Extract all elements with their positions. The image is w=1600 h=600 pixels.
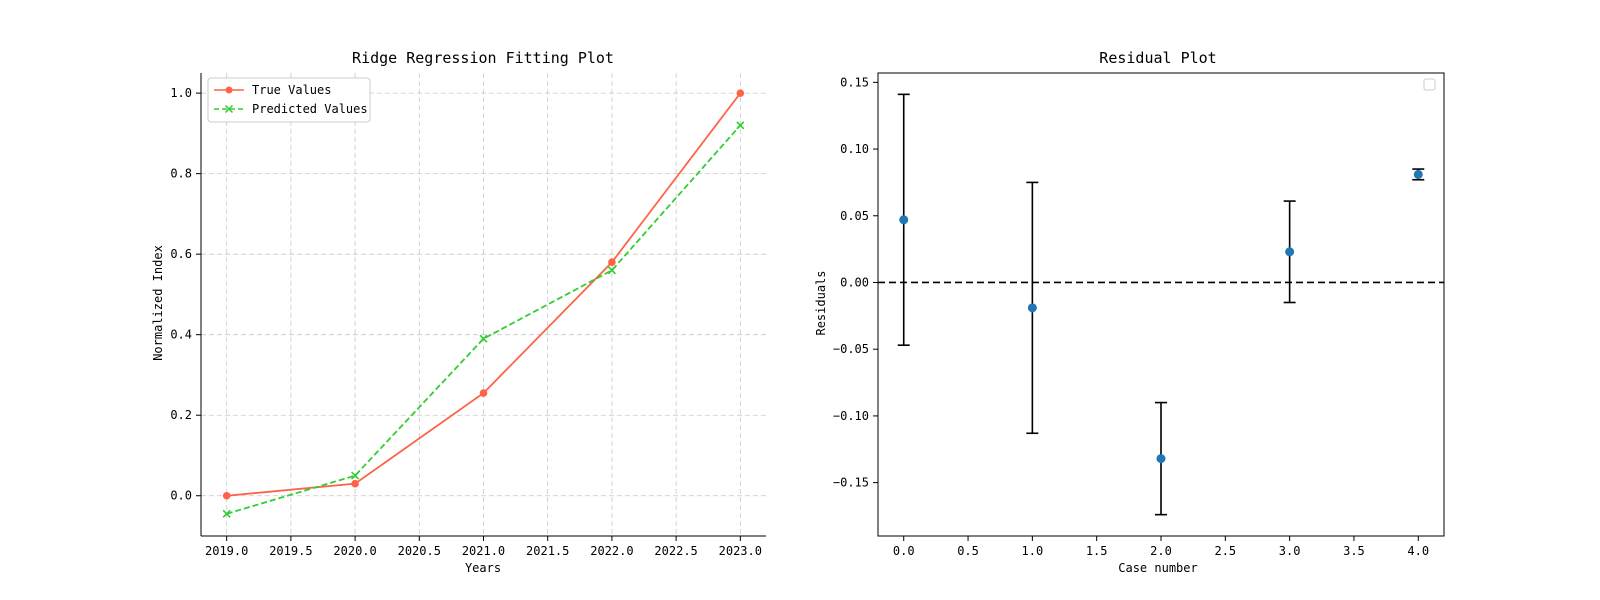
left-y-tick-label: 0.2 <box>170 408 192 422</box>
right-x-tick-label: 3.0 <box>1279 544 1301 558</box>
right-plot-frame <box>877 72 1445 537</box>
residual-chart: 0.0 0.5 1.0 1.5 2.0 2.5 3.0 3.5 4.0 0.15 0.10 0.05 0… <box>814 49 1445 575</box>
left-legend: True Values Predicted Values <box>207 77 371 123</box>
legend-marker-predicted-values <box>224 104 234 114</box>
residual-point <box>899 215 909 225</box>
right-y-tick-label: 0.00 <box>840 275 869 289</box>
data-point-predicted-values <box>479 334 488 343</box>
right-x-axis-label: Case number <box>1118 561 1197 575</box>
right-y-tick-label: −0.15 <box>833 476 869 490</box>
ridge-fit-chart: 2019.0 2019.5 2020.0 2020.5 2021.0 2021.5 2022… <box>151 49 766 575</box>
data-point-predicted-values <box>222 509 231 518</box>
left-x-tick-label: 2023.0 <box>719 544 762 558</box>
data-point-true-values <box>351 479 359 488</box>
left-y-tick-label: 0.8 <box>170 167 192 181</box>
residual-point <box>1285 247 1295 257</box>
left-x-tick-label: 2021.0 <box>462 544 505 558</box>
residual-point <box>1413 169 1423 179</box>
left-axes: 2019.0 2019.5 2020.0 2020.5 2021.0 2021.5 2022… <box>170 73 766 558</box>
left-x-tick-label: 2022.5 <box>654 544 697 558</box>
right-chart-title: Residual Plot <box>1099 49 1216 67</box>
left-x-axis-label: Years <box>465 561 501 575</box>
left-x-tick-label: 2021.5 <box>526 544 569 558</box>
legend-marker-true-values <box>225 86 233 94</box>
right-axes: 0.0 0.5 1.0 1.5 2.0 2.5 3.0 3.5 4.0 0.15 0.10 0.05 0… <box>833 72 1445 558</box>
series-line-predicted-values <box>226 124 741 515</box>
left-x-tick-label: 2019.0 <box>205 544 248 558</box>
right-y-axis-label: Residuals <box>814 270 828 335</box>
left-y-tick-label: 0.0 <box>170 489 192 503</box>
left-series-group <box>222 89 745 518</box>
left-y-tick-label: 0.4 <box>170 328 192 342</box>
left-x-tick-label: 2019.5 <box>269 544 312 558</box>
left-chart-title: Ridge Regression Fitting Plot <box>352 49 614 67</box>
right-x-tick-label: 4.0 <box>1407 544 1429 558</box>
right-x-tick-label: 1.0 <box>1022 544 1044 558</box>
right-x-tick-label: 2.0 <box>1150 544 1172 558</box>
data-point-true-values <box>736 89 745 97</box>
right-y-tick-label: −0.10 <box>833 409 869 423</box>
left-y-tick-label: 1.0 <box>170 86 192 100</box>
left-y-tick-label: 0.6 <box>170 247 192 261</box>
right-x-tick-label: 0.5 <box>957 544 979 558</box>
data-point-true-values <box>222 491 231 500</box>
right-points-group <box>899 169 1423 464</box>
right-x-tick-label: 1.5 <box>1086 544 1108 558</box>
left-x-tick-label: 2020.0 <box>333 544 376 558</box>
data-point-predicted-values <box>607 266 616 275</box>
data-point-predicted-values <box>351 471 360 480</box>
right-x-tick-label: 2.5 <box>1214 544 1236 558</box>
left-y-axis-label: Normalized Index <box>151 245 165 361</box>
data-point-predicted-values <box>736 121 745 130</box>
left-legend-box <box>207 77 371 123</box>
right-y-tick-label: 0.10 <box>840 142 869 156</box>
right-y-tick-label: −0.05 <box>833 342 869 356</box>
right-y-tick-label: 0.15 <box>840 75 869 89</box>
right-empty-legend-box <box>1423 78 1436 91</box>
data-point-true-values <box>608 258 616 267</box>
right-x-tick-label: 3.5 <box>1343 544 1365 558</box>
residual-point <box>1027 303 1037 313</box>
left-x-tick-label: 2020.5 <box>398 544 441 558</box>
residual-point <box>1156 454 1166 464</box>
legend-label-predicted-values: Predicted Values <box>252 102 368 116</box>
left-x-tick-label: 2022.0 <box>590 544 633 558</box>
right-y-tick-label: 0.05 <box>840 209 869 223</box>
left-grid <box>201 73 766 536</box>
right-x-tick-label: 0.0 <box>893 544 915 558</box>
data-point-true-values <box>479 389 488 397</box>
legend-label-true-values: True Values <box>252 83 331 97</box>
